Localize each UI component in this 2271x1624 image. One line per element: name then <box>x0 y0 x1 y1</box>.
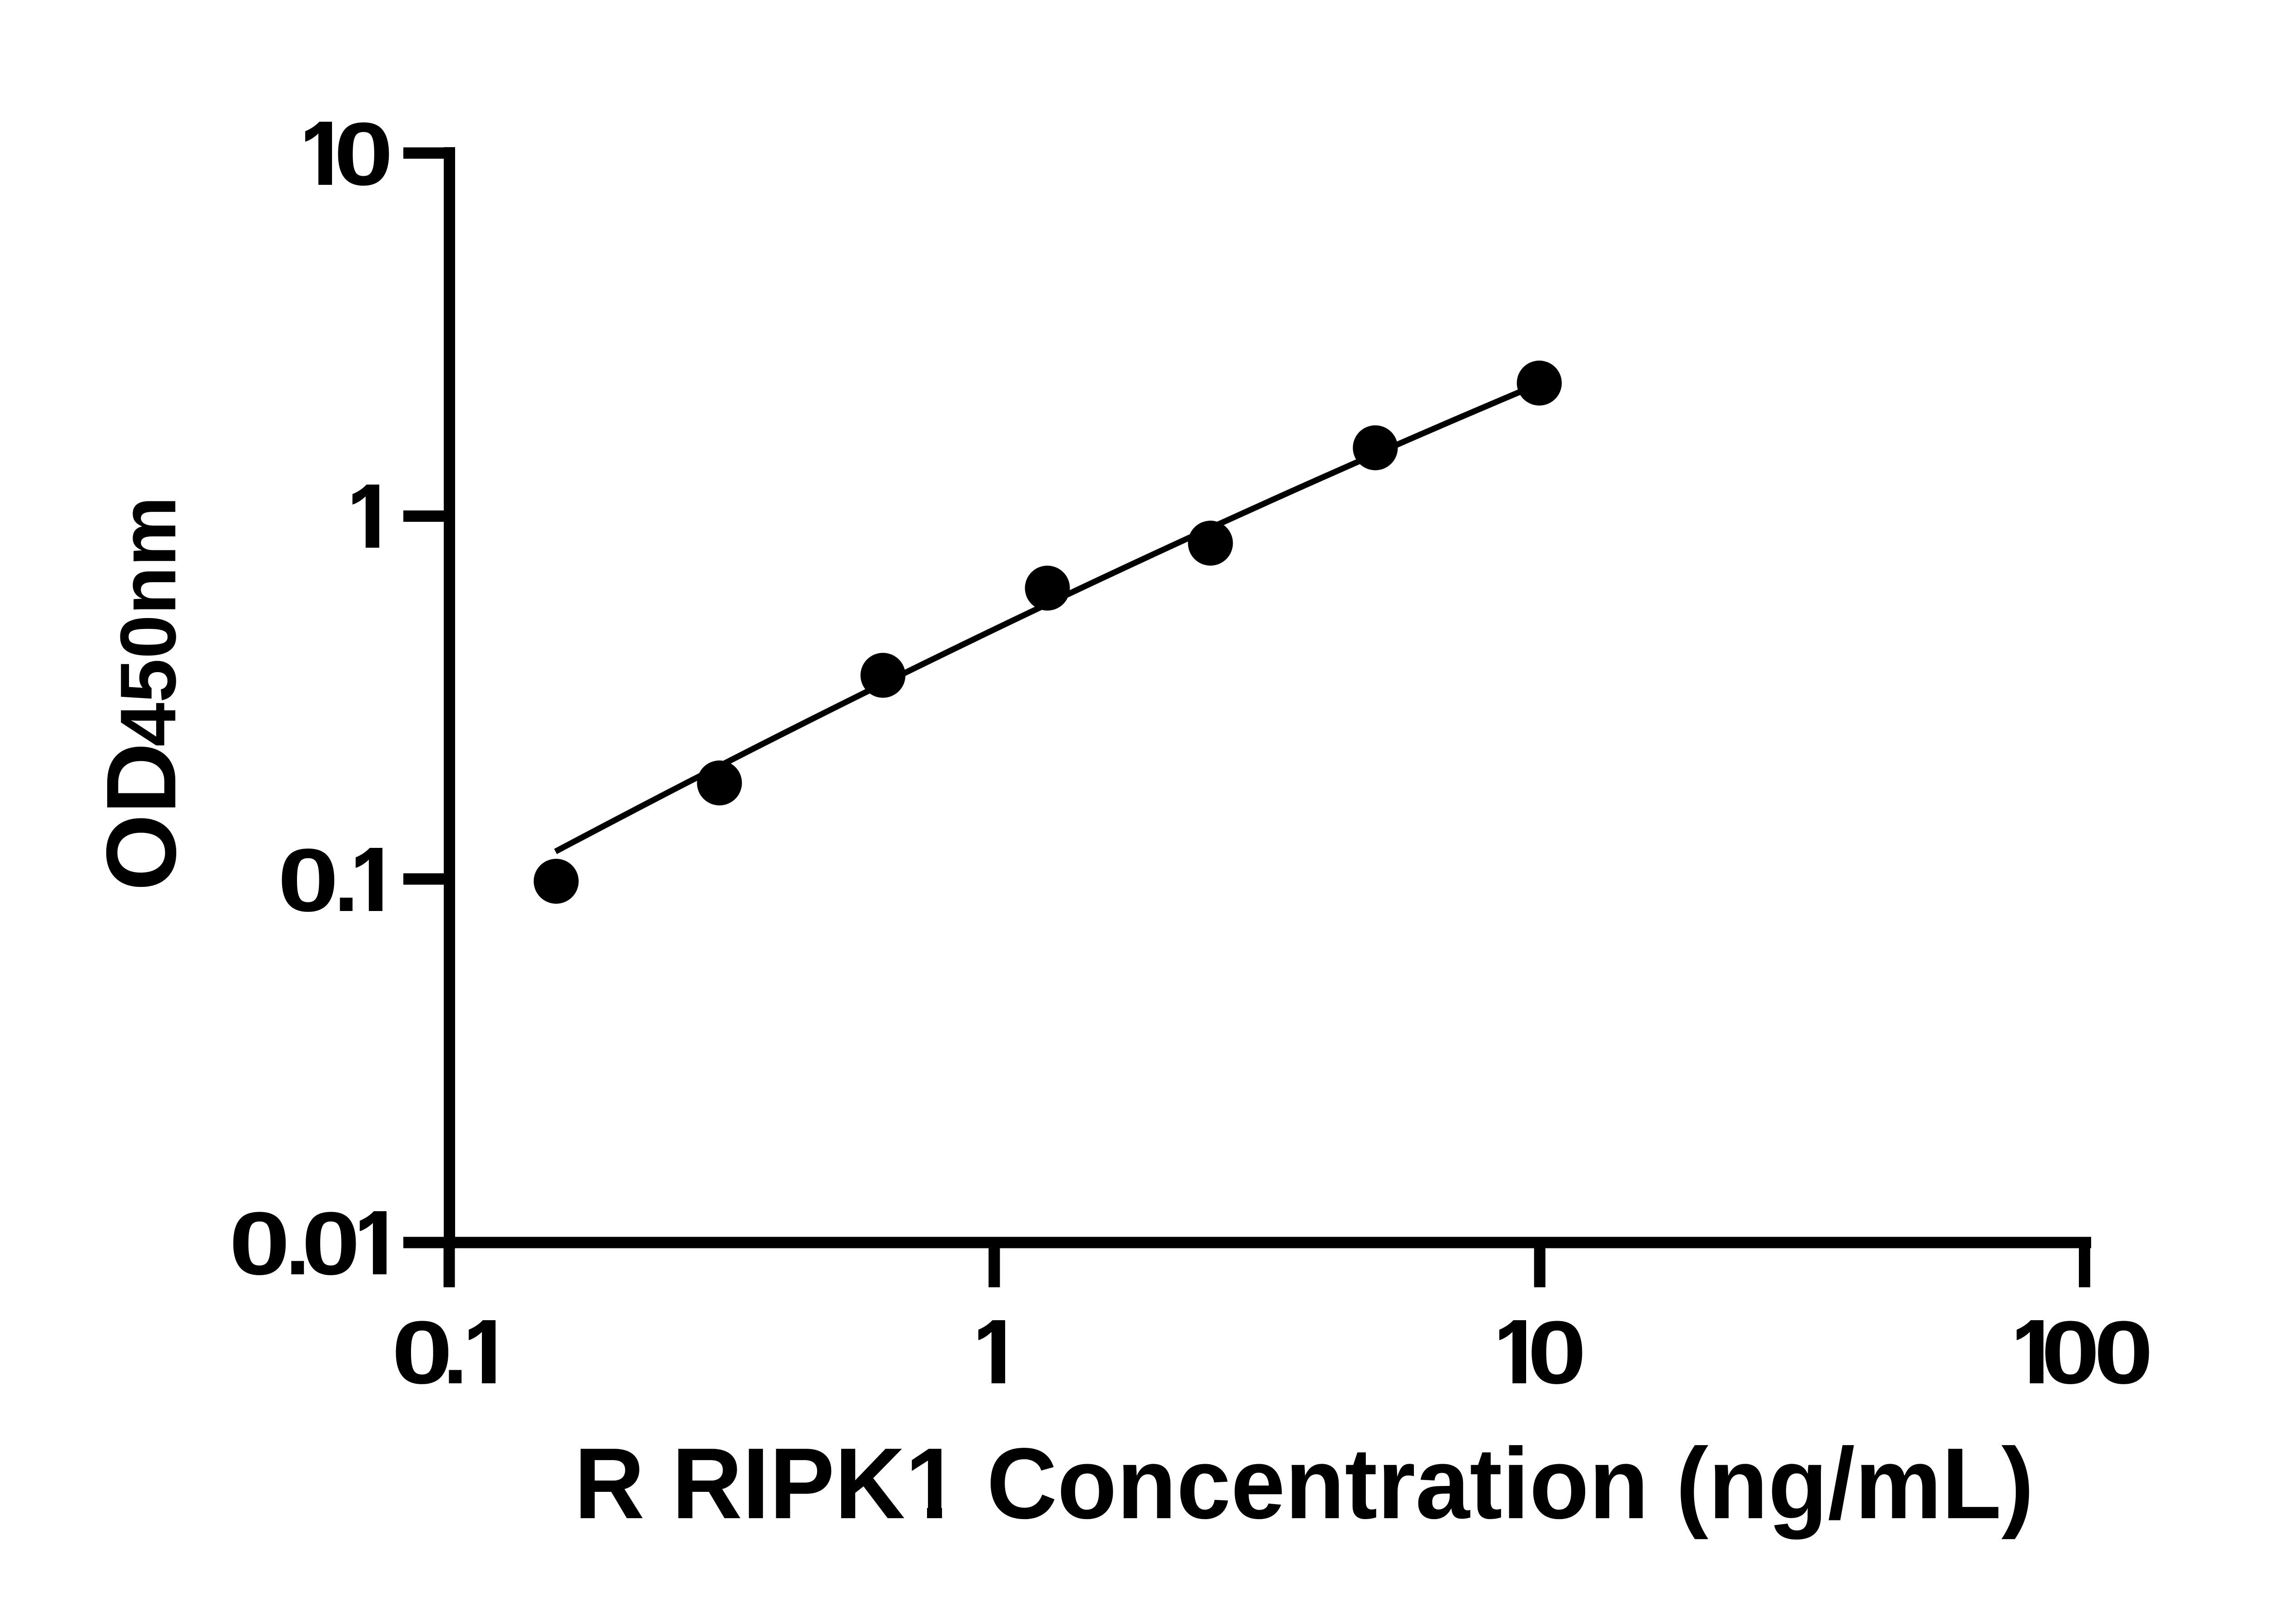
svg-text:OD: OD <box>86 743 197 891</box>
svg-text:.: . <box>443 1302 468 1402</box>
svg-text:0: 0 <box>334 104 393 204</box>
svg-text:0: 0 <box>2041 1302 2100 1402</box>
svg-text:.: . <box>334 830 359 930</box>
svg-text:0: 0 <box>2094 1302 2153 1402</box>
svg-text:0: 0 <box>278 830 339 930</box>
svg-text:0: 0 <box>392 1302 453 1402</box>
svg-text:0: 0 <box>1527 1302 1587 1402</box>
svg-text:0: 0 <box>302 1193 360 1293</box>
svg-text:.: . <box>285 1193 310 1293</box>
svg-text:450nm: 450nm <box>104 496 192 747</box>
svg-text:0: 0 <box>229 1193 290 1293</box>
svg-text:R RIPK1 Concentration (ng/mL): R RIPK1 Concentration (ng/mL) <box>574 1427 2034 1540</box>
